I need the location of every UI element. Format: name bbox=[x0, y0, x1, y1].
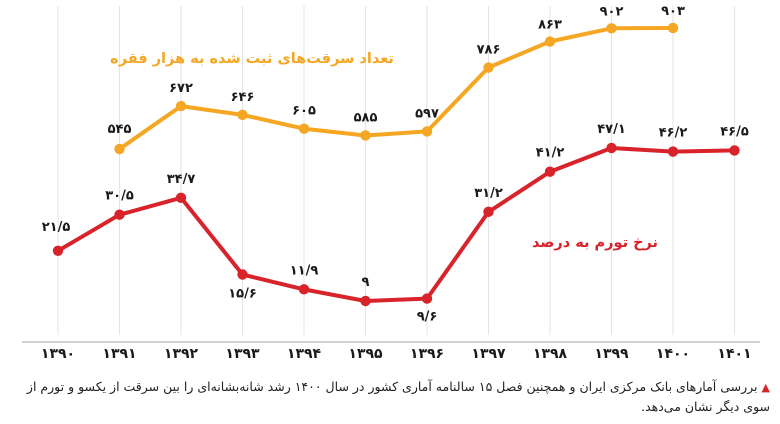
series-line-theft bbox=[117, 26, 675, 151]
data-point-inflation bbox=[237, 269, 248, 280]
x-tick-label: ۱۳۹۳ bbox=[225, 346, 260, 362]
x-tick-label: ۱۳۹۲ bbox=[164, 346, 199, 362]
series-name-theft: تعداد سرقت‌های ثبت شده به هزار فقره bbox=[110, 51, 394, 67]
x-tick-label: ۱۳۹۸ bbox=[533, 346, 568, 362]
x-tick-label: ۱۳۹۶ bbox=[410, 346, 444, 362]
x-tick-label: ۱۳۹۵ bbox=[348, 346, 383, 362]
data-point-inflation bbox=[421, 293, 433, 304]
data-point-theft bbox=[175, 100, 187, 112]
line-chart: ۱۳۹۰ ۱۳۹۱ ۱۳۹۲ ۱۳۹۳ ۱۳۹۴ ۱۳۹۵ ۱۳۹۶ ۱۳۹۷ ۱۳۹۸ ۱۳۹۹… bbox=[22, 4, 760, 362]
data-label-theft: ۵۸۵ bbox=[354, 110, 378, 125]
x-tick-label: ۱۳۹۹ bbox=[594, 346, 629, 362]
data-point-theft bbox=[667, 22, 679, 34]
data-point-inflation bbox=[667, 146, 679, 157]
x-tick-label: ۱۴۰۱ bbox=[717, 346, 751, 362]
data-label-theft: ۹۰۲ bbox=[600, 4, 624, 19]
data-point-inflation bbox=[483, 206, 494, 218]
data-label-inflation: ۱۱/۹ bbox=[290, 263, 319, 278]
data-label-theft: ۸۶۳ bbox=[538, 18, 562, 33]
data-point-inflation bbox=[175, 192, 187, 203]
x-tick-label: ۱۴۰۰ bbox=[656, 346, 690, 362]
data-point-theft bbox=[544, 36, 556, 47]
data-label-inflation: ۴۱/۲ bbox=[536, 146, 565, 161]
data-label-theft: ۹۰۳ bbox=[661, 4, 685, 19]
data-point-theft bbox=[606, 23, 617, 34]
x-tick-label: ۱۳۹۴ bbox=[287, 346, 322, 362]
data-point-theft bbox=[421, 126, 433, 137]
data-point-inflation bbox=[729, 145, 740, 156]
data-point-inflation bbox=[606, 142, 617, 154]
data-label-inflation: ۴۶/۵ bbox=[720, 124, 749, 139]
chart-caption: ▲بررسی آمارهای بانک مرکزی ایران و همچنین… bbox=[14, 377, 770, 416]
x-tick-label: ۱۳۹۰ bbox=[41, 346, 75, 362]
data-point-theft bbox=[114, 143, 125, 155]
data-point-inflation bbox=[114, 209, 125, 220]
data-label-inflation: ۴۶/۲ bbox=[659, 126, 688, 141]
data-label-inflation: ۲۱/۵ bbox=[42, 220, 71, 235]
data-label-inflation: ۳۰/۵ bbox=[105, 189, 134, 204]
data-label-theft: ۷۸۶ bbox=[477, 43, 501, 58]
data-label-theft: ۶۴۶ bbox=[231, 90, 255, 105]
data-point-theft bbox=[360, 130, 371, 141]
caption-text: بررسی آمارهای بانک مرکزی ایران و همچنین … bbox=[26, 379, 770, 414]
data-point-theft bbox=[298, 123, 310, 134]
data-point-inflation bbox=[52, 245, 64, 257]
data-point-theft bbox=[237, 109, 248, 121]
data-label-inflation: ۳۱/۲ bbox=[474, 186, 503, 201]
data-label-inflation: ۱۵/۶ bbox=[228, 286, 257, 301]
data-label-theft: ۶۷۲ bbox=[169, 81, 193, 96]
data-label-inflation: ۳۴/۷ bbox=[167, 172, 196, 187]
data-label-inflation: ۹ bbox=[362, 275, 370, 290]
data-label-theft: ۵۹۷ bbox=[415, 106, 439, 121]
x-tick-label: ۱۳۹۱ bbox=[102, 346, 136, 362]
data-label-theft: ۵۴۵ bbox=[108, 122, 132, 137]
data-point-inflation bbox=[298, 284, 310, 295]
x-tick-label: ۱۳۹۷ bbox=[471, 346, 506, 362]
data-label-theft: ۶۰۵ bbox=[292, 104, 316, 119]
data-label-inflation: ۹/۶ bbox=[417, 310, 438, 325]
series-line-inflation bbox=[56, 146, 737, 303]
series-name-inflation: نرخ تورم به درصد bbox=[532, 235, 658, 251]
data-point-theft bbox=[483, 62, 494, 73]
caption-marker-icon: ▲ bbox=[761, 381, 770, 394]
data-point-inflation bbox=[360, 295, 371, 307]
data-point-inflation bbox=[544, 166, 556, 177]
data-label-inflation: ۴۷/۱ bbox=[597, 122, 626, 137]
chart-area: ۱۳۹۰ ۱۳۹۱ ۱۳۹۲ ۱۳۹۳ ۱۳۹۴ ۱۳۹۵ ۱۳۹۶ ۱۳۹۷ ۱۳۹۸ ۱۳۹۹… bbox=[22, 4, 760, 362]
